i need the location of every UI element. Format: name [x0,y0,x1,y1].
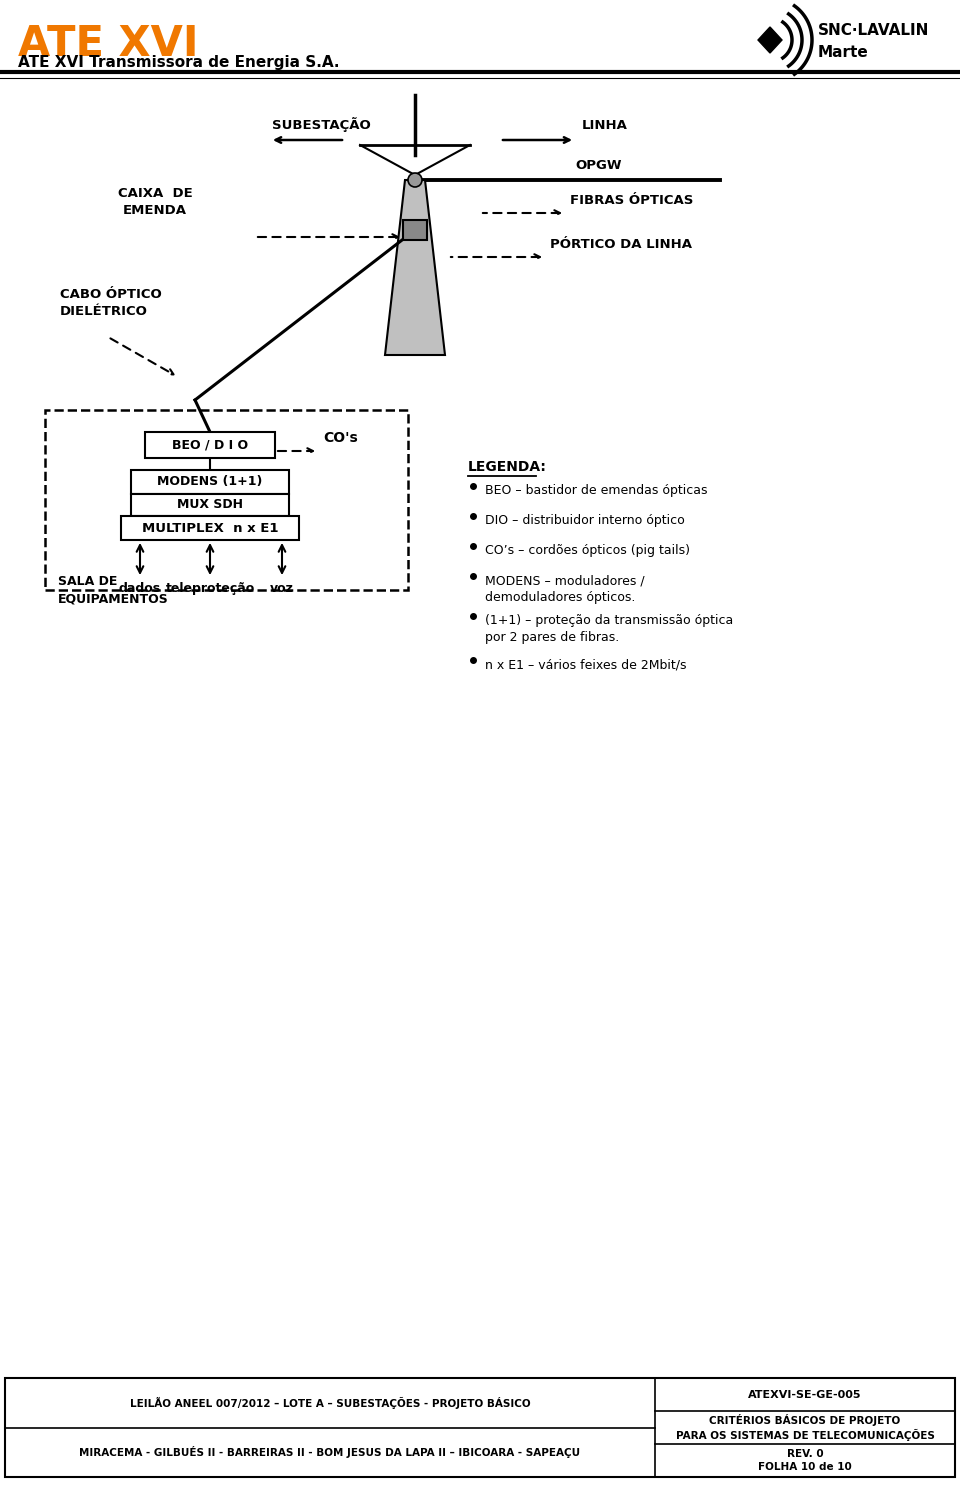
Bar [121,515,299,541]
Circle shape [408,172,422,187]
Text: MUX SDH: MUX SDH [177,499,243,511]
Text: BEO – bastidor de emendas ópticas: BEO – bastidor de emendas ópticas [485,484,708,497]
Bar [5,1378,955,1478]
Text: CO’s – cordões ópticos (pig tails): CO’s – cordões ópticos (pig tails) [485,544,690,557]
Text: (1+1) – proteção da transmissão óptica
por 2 pares de fibras.: (1+1) – proteção da transmissão óptica p… [485,613,733,643]
Text: ATE XVI Transmissora de Energia S.A.: ATE XVI Transmissora de Energia S.A. [18,55,340,70]
Text: CABO ÓPTICO
DIELÉTRICO: CABO ÓPTICO DIELÉTRICO [60,288,161,318]
Text: ATE XVI: ATE XVI [18,22,199,65]
Text: SUBESTAÇÃO: SUBESTAÇÃO [272,117,371,132]
Bar [145,432,275,457]
Text: dados: dados [119,582,161,595]
Bar [131,495,289,515]
Text: OPGW: OPGW [575,159,621,172]
Polygon shape [758,27,782,53]
Bar [131,469,289,495]
Text: FIBRAS ÓPTICAS: FIBRAS ÓPTICAS [570,195,693,206]
Text: SNC·LAVALIN: SNC·LAVALIN [818,22,929,39]
Text: voz: voz [270,582,294,595]
Text: CRITÉRIOS BÁSICOS DE PROJETO
PARA OS SISTEMAS DE TELECOMUNICAÇÕES: CRITÉRIOS BÁSICOS DE PROJETO PARA OS SIS… [676,1414,934,1440]
Bar [45,410,408,590]
Text: LEGENDA:: LEGENDA: [468,460,547,474]
Text: DIO – distribuidor interno óptico: DIO – distribuidor interno óptico [485,514,684,527]
Text: LINHA: LINHA [582,119,628,132]
Text: REV. 0
FOLHA 10 de 10: REV. 0 FOLHA 10 de 10 [758,1449,852,1472]
Text: MODENS (1+1): MODENS (1+1) [157,475,263,489]
Text: PÓRTICO DA LINHA: PÓRTICO DA LINHA [550,238,692,251]
Text: CO's: CO's [323,431,358,446]
Text: n x E1 – vários feixes de 2Mbit/s: n x E1 – vários feixes de 2Mbit/s [485,658,686,671]
Text: BEO / D I O: BEO / D I O [172,438,248,451]
Text: MULTIPLEX  n x E1: MULTIPLEX n x E1 [142,521,278,535]
Text: MODENS – moduladores /
demoduladores ópticos.: MODENS – moduladores / demoduladores ópt… [485,575,644,603]
Polygon shape [385,180,445,355]
Text: MIRACEMA - GILBUÉS II - BARREIRAS II - BOM JESUS DA LAPA II – IBICOARA - SAPEAÇU: MIRACEMA - GILBUÉS II - BARREIRAS II - B… [80,1446,581,1458]
Bar [403,220,427,241]
Text: ATEXVI-SE-GE-005: ATEXVI-SE-GE-005 [748,1390,862,1399]
Text: CAIXA  DE
EMENDA: CAIXA DE EMENDA [118,187,192,217]
Text: Marte: Marte [818,45,869,59]
Text: LEILÃO ANEEL 007/2012 – LOTE A – SUBESTAÇÕES - PROJETO BÁSICO: LEILÃO ANEEL 007/2012 – LOTE A – SUBESTA… [130,1397,530,1409]
Text: teleproteção: teleproteção [165,582,254,595]
Text: SALA DE
EQUIPAMENTOS: SALA DE EQUIPAMENTOS [58,575,169,604]
